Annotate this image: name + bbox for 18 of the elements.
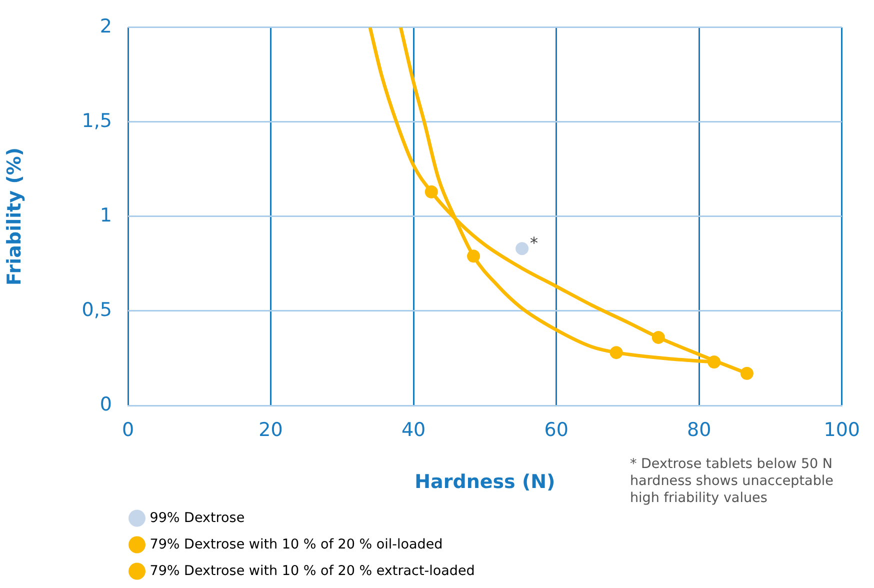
y-tick-label: 1,5 (82, 110, 112, 132)
y-tick-label: 0 (100, 393, 112, 416)
x-tick-label: 0 (122, 418, 134, 441)
legend-label: 79% Dextrose with 10 % of 20 % extract-loaded (150, 562, 475, 579)
x-axis-title: Hardness (N) (414, 471, 556, 494)
y-axis-title: Friability (%) (3, 147, 26, 286)
y-tick-label: 0,5 (82, 298, 112, 321)
annotation: * (530, 234, 538, 253)
legend-label: 99% Dextrose (150, 510, 245, 526)
x-tick-label: 60 (544, 418, 568, 441)
x-tick-label: 20 (258, 418, 283, 441)
x-tick-label: 100 (824, 418, 860, 441)
y-tick-label: 1 (100, 204, 112, 226)
x-tick-label: 40 (401, 418, 426, 441)
text: * Dextrose tablets below 50 N hardness shows unacceptable high friability values (630, 456, 834, 507)
y-tick-label: 2 (100, 15, 112, 38)
legend-label: 79% Dextrose with 10 % of 20 % oil-loaded (150, 536, 443, 552)
x-tick-label: 80 (687, 418, 712, 441)
